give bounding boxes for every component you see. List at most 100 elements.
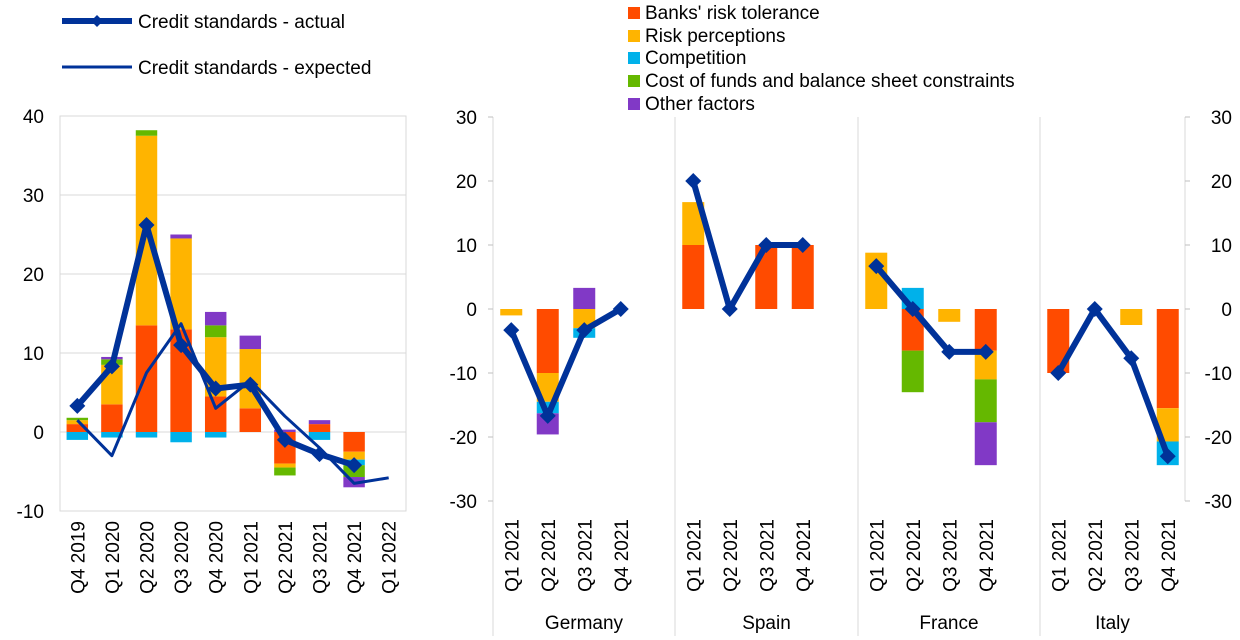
right-group-label: Germany	[545, 613, 624, 634]
legend-label-other-factors: Other factors	[645, 94, 755, 115]
right-actual-point	[503, 322, 520, 339]
left-x-tick-label: Q3 2020	[172, 521, 193, 594]
left-actual-point	[346, 457, 363, 474]
right-bar-2-3-seg-4	[974, 422, 997, 466]
right-x-tick-label: Q1 2021	[867, 519, 888, 592]
left-actual-point	[69, 397, 86, 414]
right-group-label: Italy	[1095, 613, 1130, 634]
right-x-tick-label: Q3 2021	[940, 519, 961, 592]
right-actual-line-0	[508, 306, 623, 419]
right-group-label: Spain	[742, 613, 791, 634]
right-bar-0-1-seg-2	[536, 401, 559, 414]
right-actual-point	[1086, 301, 1103, 317]
left-bar-8-seg-0	[343, 432, 365, 452]
left-y-tick-label: 10	[23, 344, 44, 365]
left-bar-4-seg-2	[204, 432, 227, 438]
left-bar-2-seg-0	[135, 325, 158, 432]
right-y-tick-label: 30	[456, 108, 477, 129]
left-bar-0-seg-0	[66, 424, 89, 432]
right-y-tick-label: 20	[456, 172, 477, 193]
right-bar-1-0-seg-0	[682, 245, 705, 309]
left-bar-6-seg-3	[274, 467, 296, 476]
right-x-tick-label: Q2 2021	[721, 519, 742, 592]
right-actual-point	[1123, 350, 1140, 367]
right-actual-point	[612, 301, 629, 317]
right-x-tick-label: Q1 2021	[502, 519, 523, 592]
right-actual-point	[904, 301, 921, 317]
right-x-tick-label: Q2 2021	[1086, 519, 1107, 592]
right-y-tick-label: -30	[450, 492, 477, 513]
left-actual-point	[207, 380, 224, 397]
legend-swatch-risk-perceptions	[628, 30, 640, 42]
right-actual-point	[685, 173, 702, 189]
legend-label-cost-of-funds: Cost of funds and balance sheet constrai…	[645, 71, 1015, 92]
left-expected-line	[76, 322, 389, 485]
right-x-tick-label: Q2 2021	[904, 519, 925, 592]
legend-expected-label: Credit standards - expected	[138, 58, 371, 79]
left-x-tick-label: Q1 2021	[241, 521, 262, 594]
left-actual-point	[173, 337, 190, 354]
right-bar-0-2-seg-1	[573, 309, 596, 329]
right-x-tick-label: Q4 2021	[794, 519, 815, 592]
right-y-tick-label: 0	[466, 300, 477, 321]
right-y2-tick-label: 0	[1221, 300, 1232, 321]
right-bar-3-2-seg-1	[1120, 309, 1143, 325]
legend-actual-label: Credit standards - actual	[138, 12, 345, 33]
left-x-tick-label: Q4 2020	[207, 521, 228, 594]
left-bar-5-seg-4	[239, 335, 262, 350]
left-bar-0-seg-3	[66, 417, 89, 421]
right-bar-1-3-seg-0	[791, 245, 814, 309]
left-y-tick-label: 40	[23, 107, 44, 128]
left-bar-7-seg-0	[308, 424, 331, 432]
right-y2-tick-label: 10	[1211, 236, 1232, 257]
left-bar-3-seg-2	[170, 432, 192, 443]
right-actual-line-2	[873, 264, 986, 355]
right-x-tick-label: Q4 2021	[612, 519, 633, 592]
left-actual-point	[138, 217, 155, 234]
right-actual-point	[794, 237, 811, 253]
left-bar-5-seg-0	[239, 408, 262, 432]
left-bar-4-seg-4	[204, 311, 227, 326]
right-actual-point	[868, 258, 885, 275]
left-chart: -10 0 10 20 30 40 Q4 2019 Q1 2020 Q2 2020 Q3 2020…	[17, 107, 407, 594]
right-bar-0-1-seg-0	[536, 309, 559, 373]
left-bar-7-seg-4	[308, 420, 331, 425]
left-bar-3-seg-4	[170, 234, 192, 239]
right-actual-line-3	[1055, 306, 1171, 458]
left-bar-1-seg-2	[101, 432, 123, 438]
legend-swatch-banks-risk-tolerance	[628, 7, 640, 19]
right-bar-1-0-seg-1	[682, 202, 705, 245]
right-x-tick-label: Q3 2021	[1122, 519, 1143, 592]
left-bar-6-seg-1	[274, 463, 296, 468]
left-y-tick-label: 20	[23, 265, 44, 286]
left-bar-2-seg-3	[135, 130, 158, 136]
right-x-tick-label: Q1 2021	[684, 519, 705, 592]
right-bar-0-1-seg-1	[536, 373, 559, 402]
right-x-tick-label: Q3 2021	[575, 519, 596, 592]
left-actual-point	[103, 358, 120, 375]
right-x-tick-label: Q4 2021	[977, 519, 998, 592]
right-y-tick-label: -20	[450, 428, 477, 449]
right-actual-point	[539, 407, 556, 424]
left-x-tick-label: Q1 2020	[103, 521, 124, 594]
left-bar-0-seg-2	[66, 432, 89, 440]
right-actual-point	[758, 237, 775, 253]
right-actual-line-1	[690, 180, 803, 312]
left-bar-4-seg-3	[204, 325, 227, 338]
left-x-tick-label: Q4 2019	[68, 521, 89, 594]
right-actual-point	[941, 343, 958, 360]
right-x-tick-label: Q4 2021	[1159, 519, 1180, 592]
left-x-tick-label: Q1 2022	[380, 521, 401, 594]
left-y-tick-label: -10	[17, 502, 44, 523]
right-bar-2-3-seg-1	[974, 350, 997, 380]
right-bar-3-0-seg-0	[1047, 309, 1070, 373]
right-actual-point	[721, 301, 738, 317]
right-bar-3-3-seg-0	[1156, 309, 1179, 409]
right-bar-0-2-seg-4	[573, 287, 596, 309]
right-actual-point	[576, 322, 593, 339]
right-y-tick-label: -10	[450, 364, 477, 385]
left-actual-point	[242, 376, 259, 393]
right-y2-tick-label: -20	[1205, 428, 1232, 449]
right-y2-tick-label: 30	[1211, 108, 1232, 129]
